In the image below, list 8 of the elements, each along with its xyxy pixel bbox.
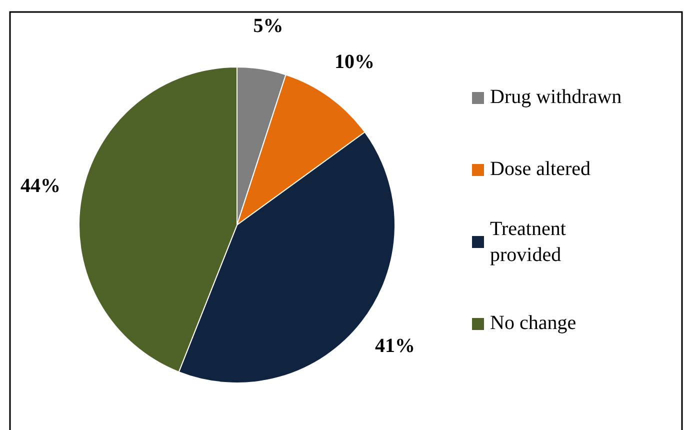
data-label: 10%: [334, 50, 375, 73]
legend-label: Treatnent provided: [490, 218, 566, 266]
legend-label: Dose altered: [490, 158, 591, 180]
legend-label: No change: [490, 312, 576, 334]
data-label: 41%: [375, 335, 416, 358]
legend-label: Drug withdrawn: [490, 86, 622, 108]
data-label: 44%: [20, 175, 61, 198]
data-label: 5%: [253, 15, 284, 38]
